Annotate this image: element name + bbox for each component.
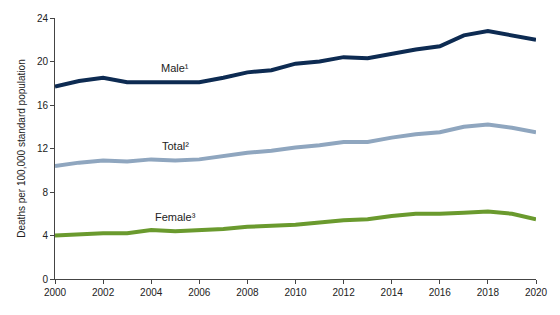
svg-text:2010: 2010: [284, 287, 307, 298]
svg-text:4: 4: [42, 230, 48, 241]
svg-text:12: 12: [37, 143, 49, 154]
svg-text:24: 24: [37, 13, 49, 24]
svg-text:2002: 2002: [92, 287, 115, 298]
svg-text:2008: 2008: [236, 287, 259, 298]
svg-text:2004: 2004: [140, 287, 163, 298]
svg-text:2012: 2012: [332, 287, 355, 298]
svg-text:2018: 2018: [477, 287, 500, 298]
svg-text:2000: 2000: [44, 287, 67, 298]
svg-text:0: 0: [42, 274, 48, 285]
svg-text:Female³: Female³: [155, 211, 196, 223]
svg-text:Total²: Total²: [162, 140, 189, 152]
svg-text:Deaths per 100,000 standard po: Deaths per 100,000 standard population: [16, 59, 27, 237]
svg-text:2014: 2014: [381, 287, 404, 298]
svg-text:2006: 2006: [188, 287, 211, 298]
svg-text:20: 20: [37, 56, 49, 67]
svg-text:Male¹: Male¹: [161, 62, 189, 74]
svg-text:16: 16: [37, 100, 49, 111]
svg-text:2016: 2016: [429, 287, 452, 298]
svg-text:2020: 2020: [525, 287, 548, 298]
svg-text:8: 8: [42, 187, 48, 198]
